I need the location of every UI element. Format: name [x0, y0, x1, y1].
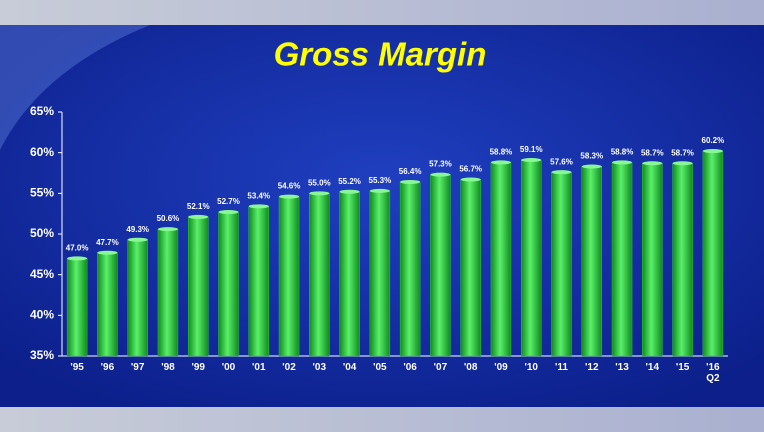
x-tick-label: '98: [161, 362, 175, 373]
value-label: 58.8%: [490, 148, 513, 157]
bar: [309, 193, 330, 357]
bar-top: [490, 160, 511, 165]
x-tick-label: '05: [373, 362, 387, 373]
bar: [581, 166, 603, 357]
bar: [369, 190, 391, 357]
value-label: 58.3%: [580, 152, 603, 161]
bar: [97, 252, 118, 357]
bar-top: [248, 204, 269, 209]
bar-top: [521, 157, 542, 162]
bar: [339, 191, 360, 357]
x-tick-label: '16 Q2: [706, 362, 720, 384]
x-tick-label: '97: [130, 362, 145, 373]
bar-top: [157, 227, 178, 232]
value-label: 49.3%: [126, 225, 149, 234]
x-tick-label: '09: [494, 362, 508, 373]
bar: [460, 179, 481, 357]
y-tick-label: 45%: [30, 267, 54, 281]
bar-top: [430, 172, 451, 177]
y-tick-label: 60%: [30, 145, 54, 159]
bar: [66, 258, 88, 357]
value-label: 57.3%: [429, 160, 452, 169]
bar: [278, 196, 300, 357]
x-tick-label: '99: [191, 362, 205, 373]
bar: [430, 174, 451, 357]
value-label: 55.2%: [338, 177, 361, 186]
bar: [490, 162, 512, 357]
value-label: 58.7%: [671, 148, 694, 157]
bar-top: [279, 194, 300, 199]
y-tick-label: 55%: [30, 186, 54, 200]
corner-swoosh: [0, 25, 150, 150]
value-label: 56.4%: [399, 167, 422, 176]
value-label: 58.8%: [611, 148, 634, 157]
bar-top: [702, 149, 723, 154]
value-label: 56.7%: [459, 165, 482, 174]
bar-top: [369, 188, 390, 193]
value-label: 55.0%: [308, 178, 331, 187]
value-label: 58.7%: [641, 148, 664, 157]
x-tick-label: '07: [433, 362, 448, 373]
value-label: 57.6%: [550, 157, 573, 166]
y-tick-label: 40%: [30, 308, 54, 322]
bar: [218, 211, 239, 357]
x-tick-label: '14: [645, 362, 660, 373]
value-label: 53.4%: [247, 191, 270, 200]
value-label: 47.7%: [96, 238, 119, 247]
bar-top: [460, 177, 481, 182]
bar: [157, 228, 179, 357]
value-label: 60.2%: [702, 136, 725, 145]
bar: [399, 181, 421, 357]
value-label: 52.1%: [187, 202, 210, 211]
y-tick-label: 65%: [30, 104, 54, 118]
value-label: 59.1%: [520, 145, 543, 154]
bar-top: [551, 170, 572, 175]
bar: [520, 159, 542, 357]
bar-top: [581, 164, 602, 169]
bar-top: [642, 161, 663, 166]
x-tick-label: '03: [312, 362, 327, 373]
x-tick-label: '95: [70, 362, 84, 373]
x-tick-label: '06: [403, 362, 417, 373]
bar-top: [218, 210, 239, 215]
x-tick-label: '12: [585, 362, 599, 373]
x-tick-label: '02: [282, 362, 296, 373]
bar-top: [612, 160, 633, 165]
bar: [611, 162, 633, 357]
value-label: 55.3%: [369, 176, 392, 185]
chart-title: Gross Margin: [274, 36, 487, 73]
x-tick-label: '00: [221, 362, 236, 373]
x-tick-label: '08: [463, 362, 478, 373]
bar-top: [127, 237, 148, 242]
bar-top: [400, 179, 421, 184]
value-label: 52.7%: [217, 197, 240, 206]
x-tick-label: '04: [342, 362, 357, 373]
bar-top: [309, 191, 330, 196]
x-tick-label: '11: [555, 362, 568, 373]
x-tick-label: '10: [524, 362, 538, 373]
bar: [672, 162, 693, 357]
bar: [127, 239, 148, 357]
bar-top: [67, 256, 88, 261]
value-label: 54.6%: [278, 182, 301, 191]
bar-top: [339, 189, 360, 194]
y-tick-label: 50%: [30, 226, 54, 240]
bar: [248, 206, 270, 357]
value-label: 47.0%: [66, 244, 89, 253]
value-label: 50.6%: [157, 214, 180, 223]
bar: [187, 216, 209, 357]
bar-top: [97, 250, 118, 255]
bar: [702, 150, 724, 357]
bar-top: [672, 161, 693, 166]
y-tick-label: 35%: [30, 348, 54, 362]
bar-top: [188, 214, 209, 219]
bar: [551, 171, 572, 357]
x-tick-label: '15: [675, 362, 690, 373]
x-tick-label: '01: [252, 362, 266, 373]
bar: [642, 162, 663, 357]
x-tick-label: '96: [100, 362, 115, 373]
x-tick-label: '13: [615, 362, 629, 373]
